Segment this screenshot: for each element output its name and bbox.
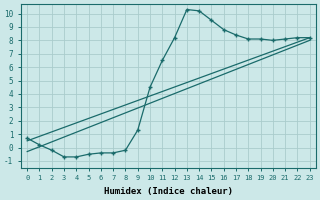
X-axis label: Humidex (Indice chaleur): Humidex (Indice chaleur) [104, 187, 233, 196]
